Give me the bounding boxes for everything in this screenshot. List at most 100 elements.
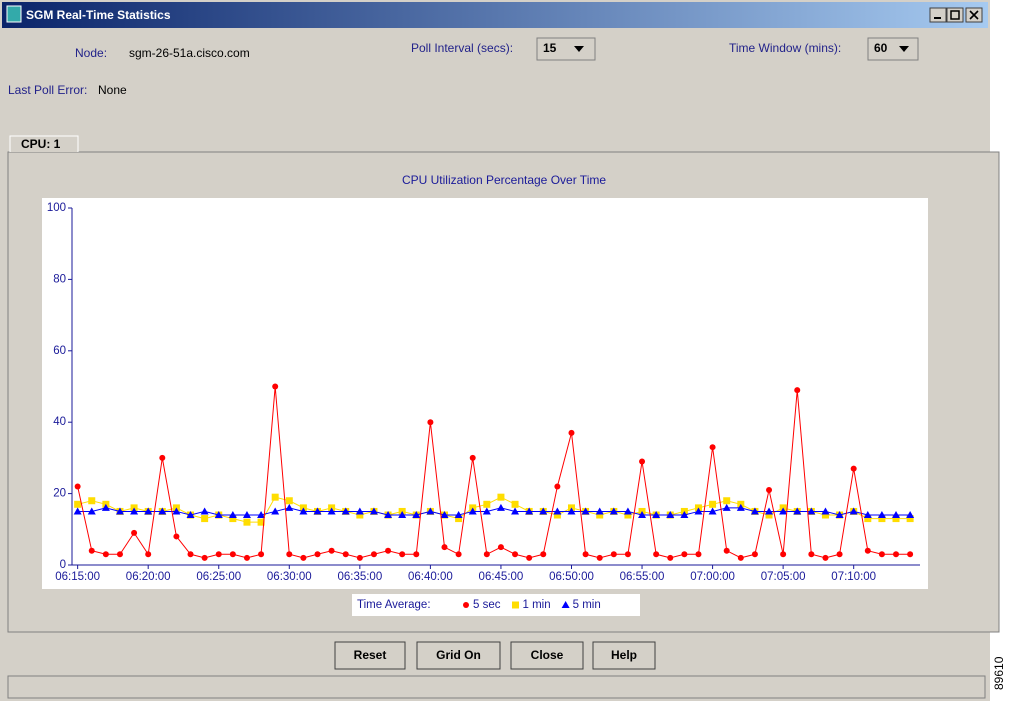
point (906, 511, 915, 519)
point (385, 547, 392, 554)
legend-label: 5 min (573, 599, 601, 611)
minimize[interactable] (929, 7, 947, 23)
dropdown-arrow (899, 46, 909, 52)
point (427, 419, 434, 426)
point (300, 554, 307, 561)
time-window-label: Time Window (mins): (729, 41, 841, 55)
point (201, 515, 209, 523)
point (681, 551, 688, 558)
point (355, 507, 364, 515)
point (709, 444, 716, 451)
point (299, 507, 308, 515)
point (483, 500, 491, 508)
point (258, 551, 265, 558)
point (399, 551, 406, 558)
point (526, 554, 533, 561)
point (624, 511, 632, 519)
window-controls[interactable] (929, 7, 983, 23)
point (596, 511, 604, 519)
maximize-glyph (950, 10, 960, 20)
button[interactable] (416, 641, 501, 670)
point (695, 551, 702, 558)
point (88, 547, 95, 554)
point (384, 511, 393, 519)
point (88, 497, 96, 505)
x-tick-label: 06:15:00 (55, 571, 100, 583)
x-tick-label: 07:00:00 (690, 571, 735, 583)
point (539, 507, 548, 515)
point (356, 554, 363, 561)
point (73, 507, 82, 515)
legend-label: 1 min (523, 599, 551, 611)
close-glyph (969, 10, 979, 20)
point (794, 387, 801, 394)
point (187, 551, 194, 558)
point (214, 511, 223, 519)
point (74, 500, 82, 508)
x-tick-label: 06:45:00 (479, 571, 524, 583)
point (525, 507, 534, 515)
tab[interactable] (9, 135, 79, 152)
button[interactable] (592, 641, 656, 670)
legend-title: Time Average: (357, 599, 431, 611)
point (200, 507, 209, 515)
point (512, 551, 519, 558)
point (765, 511, 773, 519)
point (610, 551, 617, 558)
button-label: Help (611, 648, 637, 662)
point (568, 429, 575, 436)
point (553, 511, 561, 519)
point (863, 511, 872, 519)
point (455, 551, 462, 558)
time-window-dropdown[interactable] (867, 37, 919, 61)
plot: 0 20 40 60 80 100 06:15:00 06:20:00 06:25:00 06:3… (47, 202, 920, 583)
point (342, 551, 349, 558)
node-label: Node: (75, 46, 107, 60)
poll-interval-value: 15 (543, 41, 557, 55)
window-title: SGM Real-Time Statistics (26, 8, 171, 22)
point (130, 507, 139, 515)
point (441, 544, 448, 551)
button[interactable] (510, 641, 584, 670)
x-tick-label: 06:40:00 (408, 571, 453, 583)
point (356, 511, 364, 519)
x-tick-label: 06:30:00 (267, 571, 312, 583)
y-tick-label: 0 (60, 559, 66, 571)
point (440, 511, 449, 519)
point (624, 551, 631, 558)
time-window-value: 60 (874, 41, 888, 55)
point (455, 515, 463, 523)
dropdown-arrow (574, 46, 584, 52)
plot-background (42, 198, 928, 589)
point (808, 551, 815, 558)
button[interactable] (334, 641, 406, 670)
tab-label: CPU: 1 (21, 137, 61, 151)
point (145, 551, 152, 558)
point (540, 551, 547, 558)
point (877, 511, 886, 519)
y-tick-label: 20 (53, 488, 66, 500)
poll-interval-dropdown[interactable] (536, 37, 596, 61)
chart-title: CPU Utilization Percentage Over Time (402, 173, 606, 187)
point (201, 554, 208, 561)
point (680, 511, 689, 519)
point (511, 507, 520, 515)
point (779, 507, 788, 515)
point (243, 518, 251, 526)
point (822, 554, 829, 561)
point (328, 547, 335, 554)
point (893, 551, 900, 558)
point (159, 454, 166, 461)
maximize[interactable] (946, 7, 964, 23)
figure-id: 89610 (992, 656, 1006, 690)
point (272, 383, 279, 390)
point (751, 551, 758, 558)
point (257, 518, 265, 526)
point (412, 511, 421, 519)
point (173, 533, 180, 540)
point (892, 515, 900, 523)
button-bar: Reset Grid On Close Help (334, 641, 656, 670)
point (906, 515, 914, 523)
point (313, 507, 322, 515)
